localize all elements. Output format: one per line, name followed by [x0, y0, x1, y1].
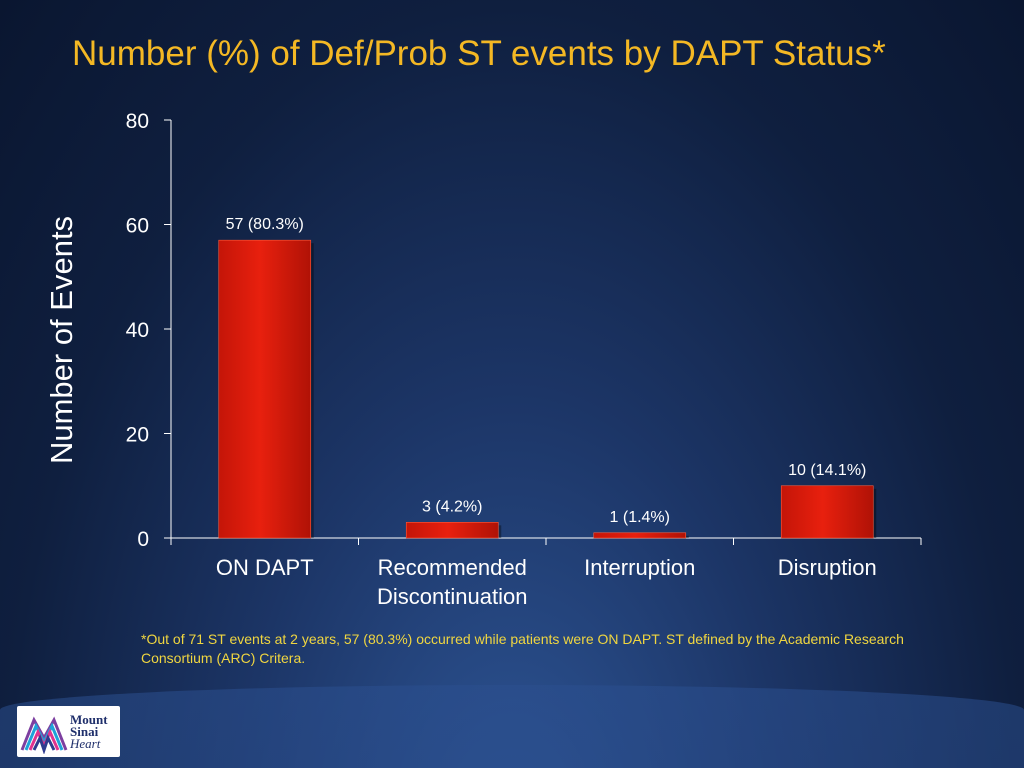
x-category-label: ON DAPT	[216, 555, 314, 580]
y-axis-label: Number of Events	[44, 216, 79, 464]
logo-text-line1: Mount	[70, 712, 108, 727]
bar	[593, 532, 687, 539]
y-tick-label: 40	[126, 319, 149, 342]
x-category-label: Interruption	[584, 555, 695, 580]
data-label: 1 (1.4%)	[610, 509, 670, 526]
bar	[218, 239, 312, 539]
slide-title: Number (%) of Def/Prob ST events by DAPT…	[72, 34, 886, 73]
y-tick-label: 20	[126, 424, 149, 447]
logo-mark-icon	[20, 716, 68, 754]
mount-sinai-heart-logo: Mount Sinai Heart	[17, 706, 120, 757]
data-label: 3 (4.2%)	[422, 498, 482, 515]
data-label: 10 (14.1%)	[788, 462, 866, 479]
background-band	[0, 685, 1024, 768]
x-category-label: Disruption	[778, 555, 877, 580]
y-tick-label: 60	[126, 215, 149, 238]
logo-text-line3: Heart	[70, 736, 101, 751]
x-category-label: Discontinuation	[377, 584, 527, 609]
x-category-label: Recommended	[378, 555, 527, 580]
bar-chart: Number of Events 0 20 40 60 80 57 (80.3%) ON …	[44, 110, 877, 609]
data-labels: 57 (80.3%) ON DAPT 3 (4.2%) Recommended Disc…	[216, 216, 877, 609]
y-tick-label: 80	[126, 110, 149, 133]
bars	[218, 239, 877, 539]
data-label: 57 (80.3%)	[226, 216, 304, 233]
logo-text-line2: Sinai	[70, 724, 99, 739]
y-tick-label: 0	[137, 528, 149, 551]
footnote: *Out of 71 ST events at 2 years, 57 (80.…	[141, 631, 904, 666]
bar	[780, 485, 874, 539]
bar	[405, 522, 499, 539]
